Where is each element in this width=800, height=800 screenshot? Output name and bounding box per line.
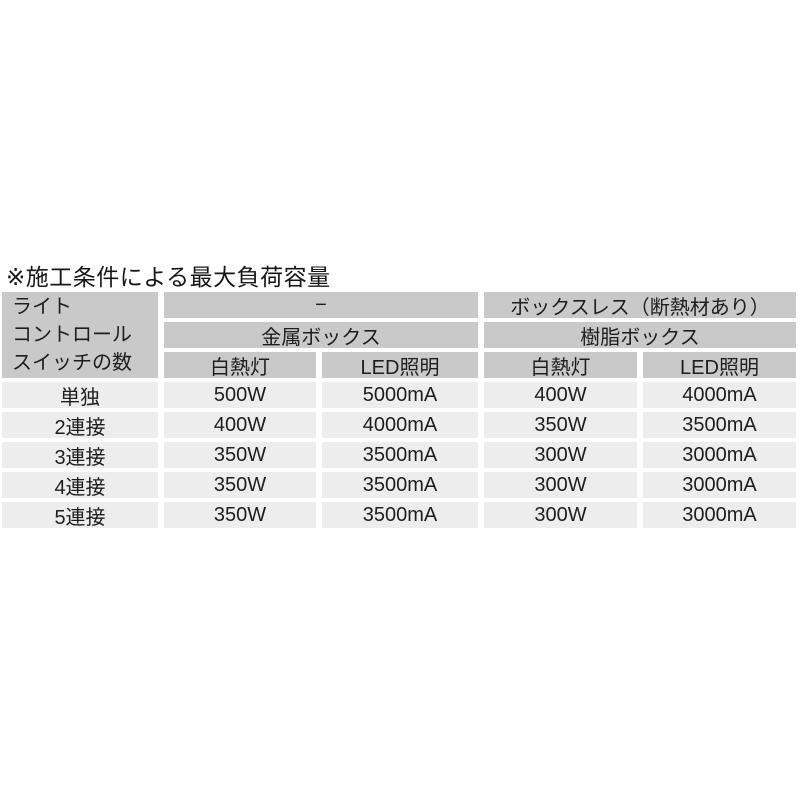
data-cell: 3500mA — [322, 472, 478, 498]
corner-header-line: ライト — [12, 296, 72, 318]
corner-header-line: スイッチの数 — [12, 352, 132, 374]
group-header-box-right: 樹脂ボックス — [484, 322, 796, 348]
data-cell: 300W — [484, 502, 637, 528]
data-cell: 5000mA — [322, 382, 478, 408]
row-label-cell: 5連接 — [2, 502, 158, 528]
group-header-condition-left: − — [164, 292, 478, 318]
data-cell: 350W — [164, 472, 316, 498]
sub-header-cell: 白熱灯 — [484, 352, 637, 378]
data-cell: 3000mA — [643, 502, 796, 528]
data-cell: 400W — [164, 412, 316, 438]
max-load-capacity-table: ライト コントロール スイッチの数 − ボックスレス（断熱材あり） 金属ボックス… — [2, 292, 796, 528]
data-cell: 3000mA — [643, 442, 796, 468]
data-cell: 3500mA — [322, 502, 478, 528]
data-cell: 350W — [164, 502, 316, 528]
row-label-cell: 4連接 — [2, 472, 158, 498]
sub-header-cell: LED照明 — [322, 352, 478, 378]
data-cell: 300W — [484, 442, 637, 468]
data-cell: 350W — [484, 412, 637, 438]
group-header-condition-right: ボックスレス（断熱材あり） — [484, 292, 796, 318]
data-cell: 500W — [164, 382, 316, 408]
sub-header-cell: 白熱灯 — [164, 352, 316, 378]
corner-header-cell: ライト コントロール スイッチの数 — [2, 292, 158, 378]
data-cell: 4000mA — [643, 382, 796, 408]
data-cell: 350W — [164, 442, 316, 468]
group-header-box-left: 金属ボックス — [164, 322, 478, 348]
corner-header-line: コントロール — [12, 324, 132, 346]
data-cell: 3500mA — [322, 442, 478, 468]
row-label-cell: 単独 — [2, 382, 158, 408]
data-cell: 3500mA — [643, 412, 796, 438]
table-title: ※施工条件による最大負荷容量 — [6, 264, 331, 290]
sub-header-cell: LED照明 — [643, 352, 796, 378]
data-cell: 4000mA — [322, 412, 478, 438]
data-cell: 300W — [484, 472, 637, 498]
row-label-cell: 3連接 — [2, 442, 158, 468]
data-cell: 3000mA — [643, 472, 796, 498]
data-cell: 400W — [484, 382, 637, 408]
row-label-cell: 2連接 — [2, 412, 158, 438]
